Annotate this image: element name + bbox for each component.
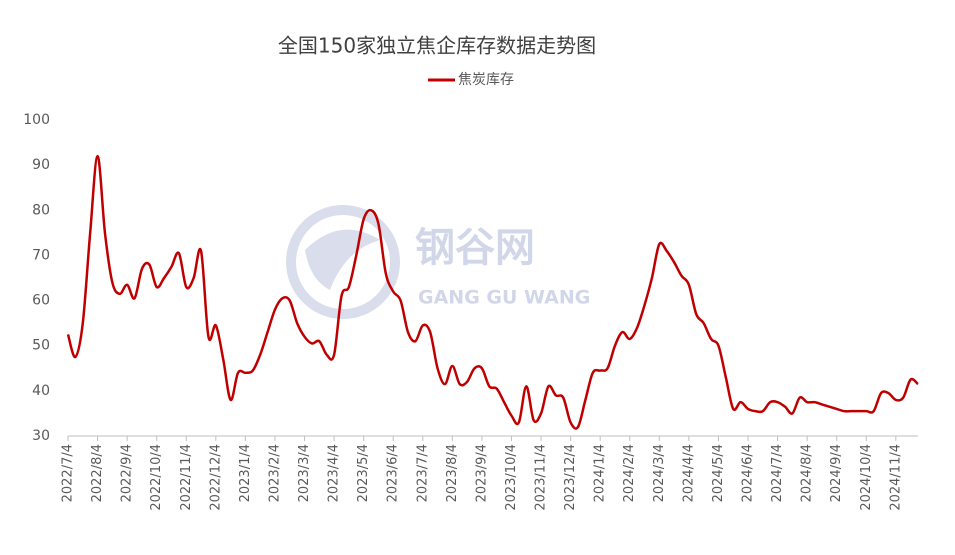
x-tick-label: 2024/8/4: [800, 444, 815, 502]
x-tick-label: 2023/12/4: [563, 444, 578, 511]
y-tick-label: 100: [23, 112, 50, 128]
watermark-subtext: GANG GU WANG: [418, 287, 590, 309]
y-tick-label: 40: [32, 383, 50, 399]
x-tick-label: 2024/10/4: [859, 444, 874, 511]
x-tick-label: 2022/12/4: [208, 444, 223, 511]
x-tick-label: 2024/11/4: [888, 444, 903, 511]
x-tick-label: 2023/2/4: [267, 444, 282, 502]
y-tick-label: 70: [32, 247, 50, 263]
x-tick-label: 2023/10/4: [504, 444, 519, 511]
x-tick-label: 2023/8/4: [445, 444, 460, 502]
x-tick-label: 2023/6/4: [386, 444, 401, 502]
x-tick-label: 2023/1/4: [238, 444, 253, 502]
x-tick-label: 2022/7/4: [61, 444, 76, 502]
x-tick-label: 2024/6/4: [741, 444, 756, 502]
y-tick-label: 60: [32, 293, 50, 309]
x-tick-label: 2023/5/4: [356, 444, 371, 502]
watermark-logo: [305, 229, 380, 290]
x-tick-label: 2024/9/4: [829, 444, 844, 502]
x-tick-label: 2024/1/4: [593, 444, 608, 502]
x-tick-label: 2023/9/4: [474, 444, 489, 502]
y-tick-label: 30: [32, 428, 50, 444]
x-tick-label: 2024/4/4: [681, 444, 696, 502]
watermark: 钢谷网 GANG GU WANG: [286, 205, 590, 319]
x-tick-label: 2024/2/4: [622, 444, 637, 502]
chart-title: 全国150家独立焦企库存数据走势图: [278, 34, 596, 58]
watermark-text: 钢谷网: [415, 225, 535, 271]
data-line: [66, 154, 919, 430]
legend-label: 焦炭库存: [458, 72, 514, 88]
x-tick-label: 2024/7/4: [770, 444, 785, 502]
x-tick-label: 2022/9/4: [120, 444, 135, 502]
watermark-logo: [286, 205, 400, 319]
x-tick-label: 2022/10/4: [149, 444, 164, 511]
x-tick-label: 2023/3/4: [297, 444, 312, 502]
y-tick-label: 50: [32, 338, 50, 354]
x-tick-label: 2024/5/4: [711, 444, 726, 502]
x-tick-label: 2024/3/4: [652, 444, 667, 502]
x-tick-label: 2023/11/4: [534, 444, 549, 511]
y-tick-label: 90: [32, 157, 50, 173]
x-tick-label: 2022/11/4: [179, 444, 194, 511]
x-tick-label: 2022/8/4: [90, 444, 105, 502]
x-tick-label: 2023/7/4: [415, 444, 430, 502]
y-tick-label: 80: [32, 202, 50, 218]
x-tick-label: 2023/4/4: [327, 444, 342, 502]
